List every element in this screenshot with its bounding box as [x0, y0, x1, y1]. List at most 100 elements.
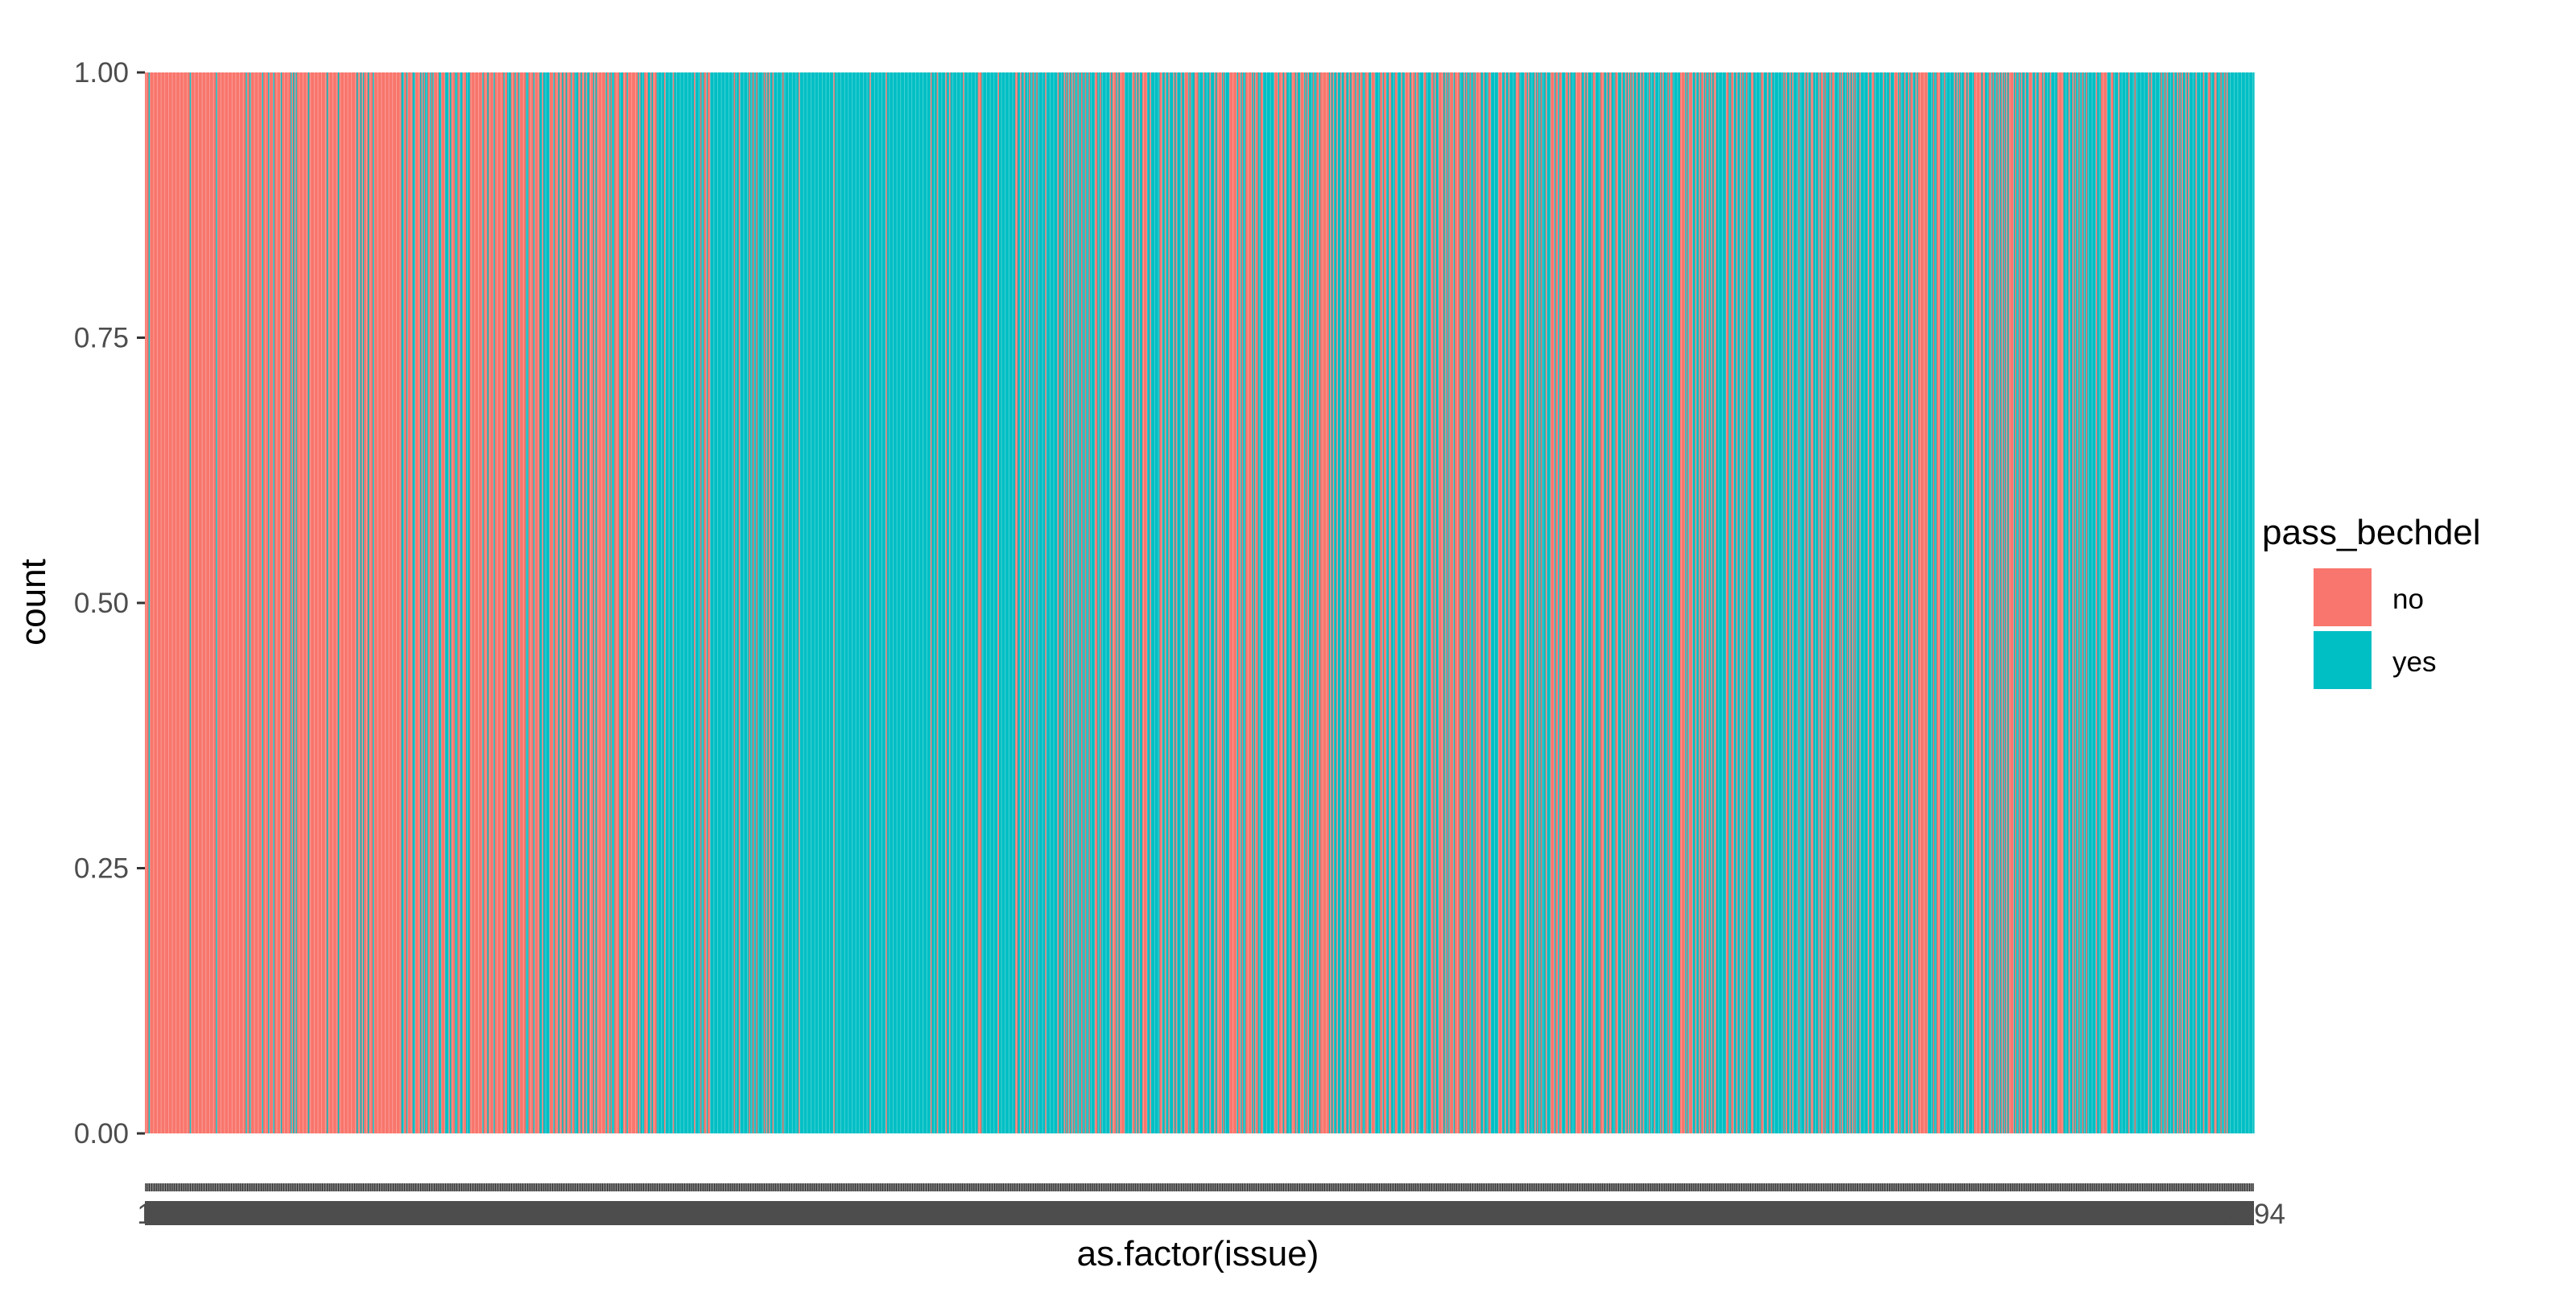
bar [549, 72, 551, 1133]
bar [287, 72, 289, 1133]
bar [1298, 72, 1300, 1133]
bar [1867, 72, 1869, 1133]
bar [432, 72, 435, 1133]
bar [1606, 72, 1608, 1133]
bar [1405, 72, 1407, 1133]
bar [1990, 72, 1992, 1133]
bar [696, 72, 699, 1133]
bar [806, 72, 808, 1133]
bar [1724, 72, 1727, 1133]
bar [1567, 72, 1569, 1133]
bar [435, 72, 437, 1133]
bar [417, 72, 419, 1133]
bar [1743, 72, 1746, 1133]
bar [614, 72, 617, 1133]
bar [2243, 72, 2245, 1133]
bar [554, 72, 556, 1133]
bar [2237, 72, 2240, 1133]
bar [1548, 72, 1550, 1133]
bar [2136, 72, 2139, 1133]
bar [870, 72, 873, 1133]
bar [1608, 72, 1611, 1133]
bar [1954, 72, 1956, 1133]
bar [1697, 72, 1699, 1133]
bar [1341, 72, 1344, 1133]
bar [2159, 72, 2161, 1133]
bar [428, 72, 431, 1133]
bar [784, 72, 787, 1133]
bar [1462, 72, 1464, 1133]
bar [2143, 72, 2145, 1133]
bar [1947, 72, 1950, 1133]
bar [918, 72, 920, 1133]
bar [622, 72, 625, 1133]
bar [1332, 72, 1335, 1133]
bar [2063, 72, 2066, 1133]
bar [995, 72, 997, 1133]
bar [1672, 72, 1674, 1133]
bar [457, 72, 460, 1133]
bar [447, 72, 449, 1133]
bar [1129, 72, 1132, 1133]
bar [355, 72, 357, 1133]
bar [889, 72, 892, 1133]
bar [1916, 72, 1919, 1133]
bar [1524, 72, 1526, 1133]
bar [1339, 72, 1341, 1133]
bar [1550, 72, 1553, 1133]
bar [2244, 72, 2246, 1133]
bar [1112, 72, 1114, 1133]
bar [1955, 72, 1957, 1133]
bar [1642, 72, 1645, 1133]
bar [828, 72, 831, 1133]
bar [2062, 72, 2064, 1133]
bar [934, 72, 936, 1133]
bar [1594, 72, 1596, 1133]
bar [2039, 72, 2042, 1133]
bar [2218, 72, 2220, 1133]
bar [1599, 72, 1601, 1133]
bar [2067, 72, 2070, 1133]
bar [555, 72, 558, 1133]
bar [1203, 72, 1205, 1133]
bar [1490, 72, 1493, 1133]
bar [562, 72, 564, 1133]
bar [498, 72, 501, 1133]
bar [1649, 72, 1653, 1133]
bar [1118, 72, 1121, 1133]
bar [1036, 72, 1038, 1133]
bar [2066, 72, 2068, 1133]
bar [1301, 72, 1303, 1133]
bar [1199, 72, 1202, 1133]
bar [1463, 72, 1466, 1133]
bar [196, 72, 200, 1133]
bar [2074, 72, 2077, 1133]
bar [430, 72, 432, 1133]
bar [968, 72, 970, 1133]
bar [1196, 72, 1199, 1133]
bar [2095, 72, 2098, 1133]
bar [547, 72, 549, 1133]
bar [407, 72, 410, 1133]
bar [1476, 72, 1480, 1133]
bar [990, 72, 993, 1133]
bar [1844, 72, 1847, 1133]
bar [2120, 72, 2123, 1133]
bar [808, 72, 811, 1133]
bar [745, 72, 747, 1133]
bar [249, 72, 252, 1133]
bar [599, 72, 601, 1133]
bar [1877, 72, 1880, 1133]
bar [1863, 72, 1865, 1133]
bar [159, 72, 161, 1133]
bar [544, 72, 547, 1133]
bar [831, 72, 833, 1133]
bar [1827, 72, 1829, 1133]
bar [1638, 72, 1641, 1133]
bar [1271, 72, 1274, 1133]
bar [1496, 72, 1498, 1133]
bar [710, 72, 712, 1133]
bar [2084, 72, 2087, 1133]
bar [2129, 72, 2132, 1133]
bar [2170, 72, 2173, 1133]
